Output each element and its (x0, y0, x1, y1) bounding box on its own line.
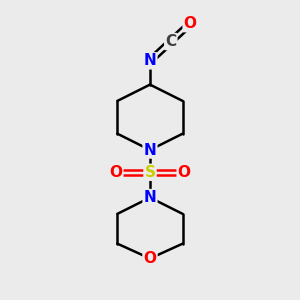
Text: O: O (109, 165, 122, 180)
Text: C: C (165, 34, 176, 49)
Text: O: O (184, 16, 196, 31)
Text: N: N (144, 53, 156, 68)
Text: N: N (144, 142, 156, 158)
Text: N: N (144, 190, 156, 205)
Text: O: O (178, 165, 191, 180)
Text: S: S (145, 165, 155, 180)
Text: O: O (143, 251, 157, 266)
